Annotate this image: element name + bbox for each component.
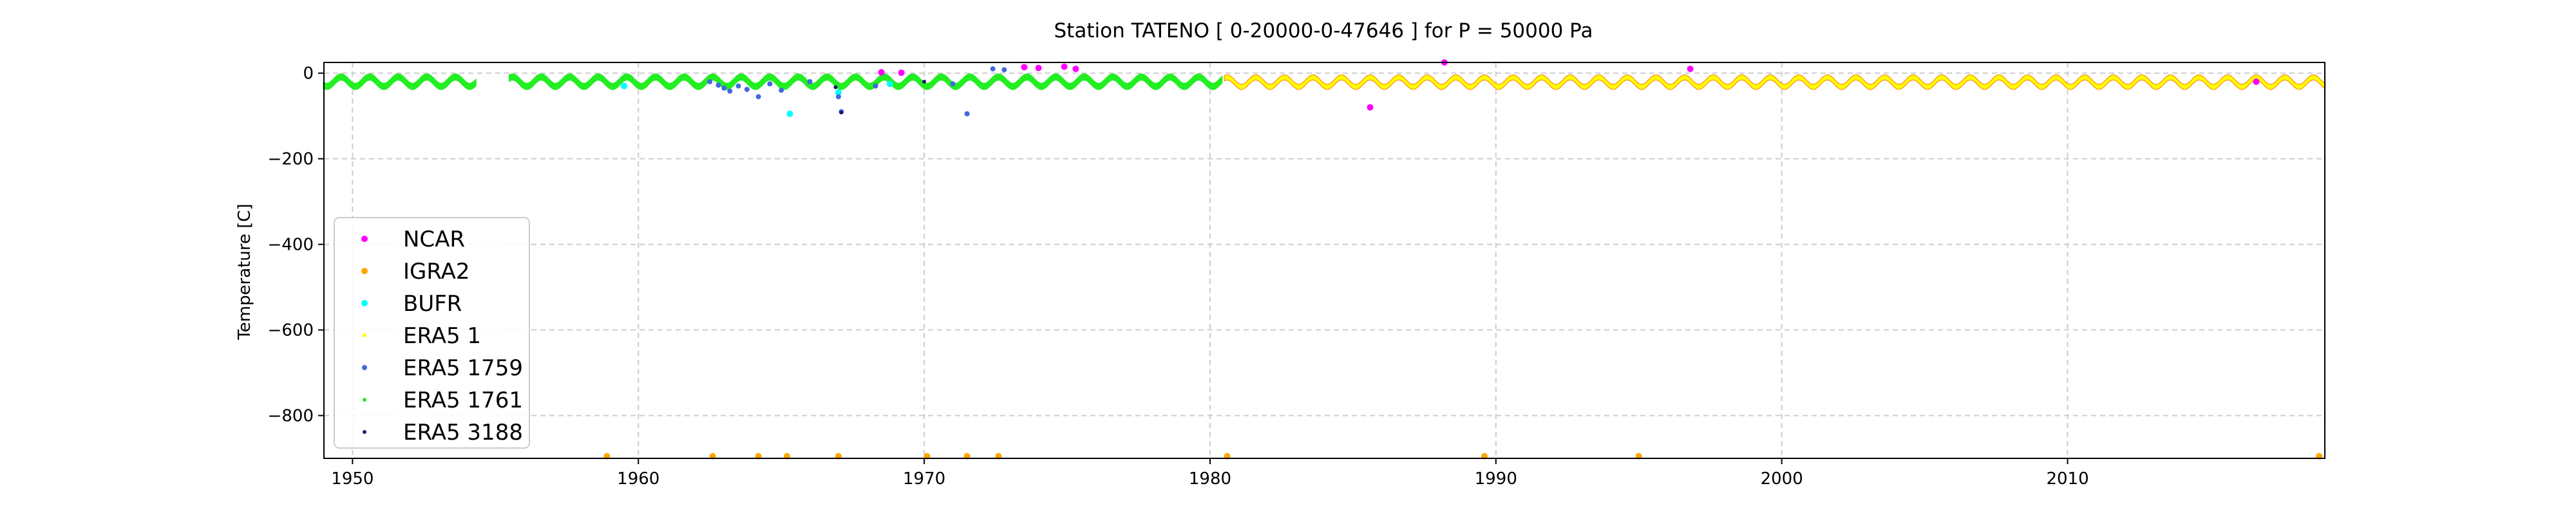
seasonal-band	[323, 73, 477, 90]
data-point	[744, 86, 750, 92]
x-tick-label: 2010	[2046, 469, 2088, 489]
y-tick-label: −800	[268, 407, 314, 426]
x-tick-label: 1960	[617, 469, 659, 489]
data-point	[715, 82, 721, 88]
data-point	[735, 83, 741, 89]
series-era5-1-band	[1224, 74, 2325, 90]
data-point	[707, 79, 713, 84]
data-point	[621, 82, 628, 89]
x-tick-label: 1980	[1189, 469, 1231, 489]
data-point	[786, 110, 793, 117]
series-ncar	[878, 59, 2260, 111]
legend-marker	[362, 365, 367, 370]
data-point	[1072, 65, 1079, 72]
legend-label: ERA5 1759	[403, 355, 523, 381]
seasonal-band	[509, 73, 1223, 90]
legend-marker	[361, 236, 368, 242]
legend-marker	[361, 300, 368, 306]
data-point	[1367, 104, 1374, 111]
legend-marker	[363, 398, 366, 402]
series-era5-3188	[833, 79, 927, 115]
grid-layer	[324, 62, 2325, 458]
data-point	[878, 69, 885, 76]
legend-label: NCAR	[403, 227, 465, 252]
legend-label: ERA5 1	[403, 323, 481, 349]
data-point	[1061, 63, 1068, 70]
legend-label: BUFR	[403, 291, 462, 317]
data-point	[873, 83, 878, 89]
plot-frame	[323, 62, 2325, 459]
data-point	[835, 89, 842, 96]
data-point	[990, 66, 996, 71]
x-tick-label: 1990	[1475, 469, 1517, 489]
legend-marker	[363, 430, 366, 434]
legend-label: IGRA2	[403, 259, 470, 285]
data-point	[950, 81, 956, 87]
legend-label: ERA5 1761	[403, 388, 523, 413]
x-tick-label: 1970	[903, 469, 945, 489]
data-point	[1687, 65, 1694, 72]
seasonal-band	[1224, 74, 2325, 90]
data-point	[1021, 64, 1028, 71]
y-tick-label: −600	[268, 321, 314, 341]
data-point	[922, 79, 927, 84]
legend-box	[334, 217, 530, 449]
data-layer	[323, 59, 2325, 460]
y-tick-label: 0	[303, 64, 314, 84]
data-point	[898, 69, 905, 76]
data-point	[755, 94, 761, 100]
data-point	[1001, 67, 1007, 73]
data-point	[1035, 64, 1042, 71]
y-axis-label: Temperature [C]	[235, 203, 254, 340]
data-point	[964, 111, 970, 117]
data-point	[779, 88, 784, 93]
tick-layer: 1950 1960 1970 1980 1990 2000 2010 0 −200 −400 −60…	[268, 64, 2089, 489]
data-point	[833, 85, 838, 89]
data-point	[886, 80, 893, 88]
data-point	[767, 81, 773, 87]
x-tick-label: 2000	[1761, 469, 1803, 489]
data-point	[839, 110, 844, 115]
data-point	[721, 85, 727, 91]
series-era5-1761-band	[323, 73, 1223, 90]
data-point	[807, 79, 813, 84]
data-point	[2253, 78, 2260, 85]
data-point	[727, 88, 733, 94]
chart-title: Station TATENO [ 0-20000-0-47646 ] for P…	[1054, 19, 1593, 42]
y-tick-label: −400	[268, 236, 314, 255]
x-tick-label: 1950	[331, 469, 374, 489]
legend-marker	[363, 333, 366, 337]
data-point	[835, 94, 841, 100]
legend-label: ERA5 3188	[403, 420, 523, 445]
series-bufr	[621, 80, 893, 117]
legend-marker	[361, 268, 368, 274]
legend: NCAR IGRA2 BUFR ERA5 1 ERA5 1759 ERA5 1761 ERA…	[334, 217, 530, 449]
y-tick-label: −200	[268, 150, 314, 169]
